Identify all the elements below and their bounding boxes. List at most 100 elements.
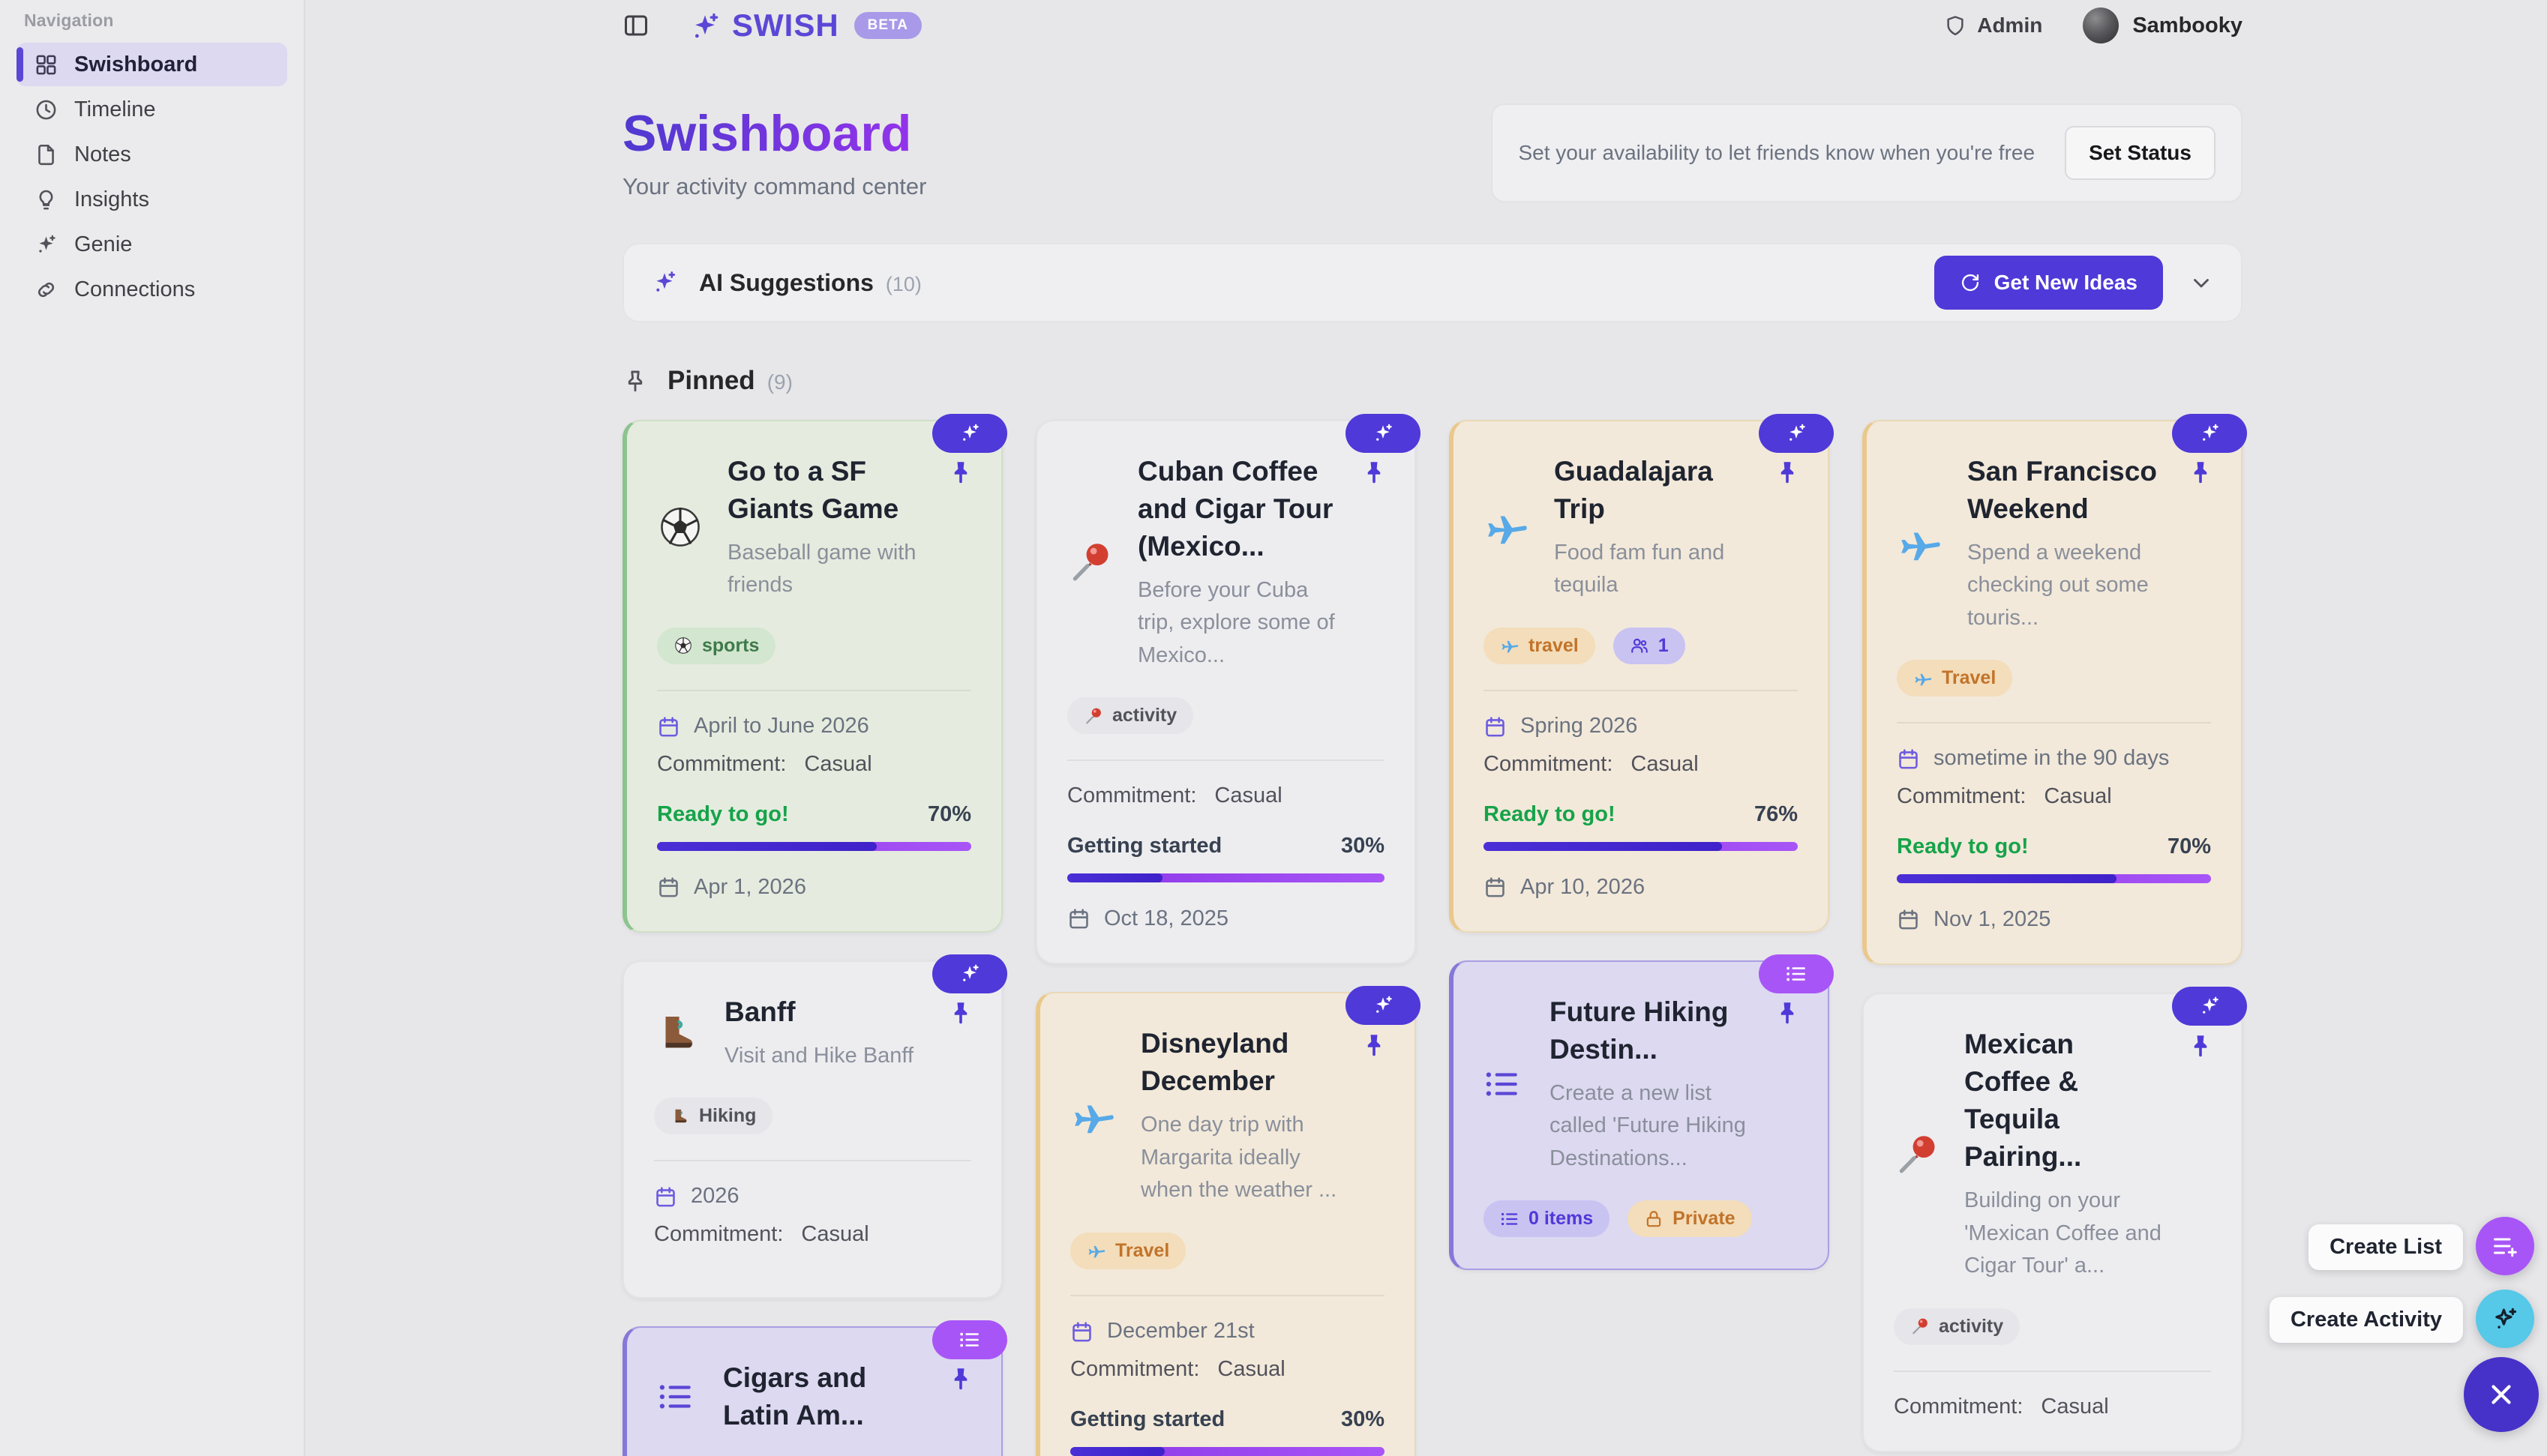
card-pin-button[interactable]: [1360, 1026, 1388, 1058]
sidebar-item-timeline[interactable]: Timeline: [16, 88, 287, 131]
commitment-row: Commitment: Casual: [1894, 1394, 2109, 1419]
fab-close-button[interactable]: [2464, 1357, 2539, 1432]
list-card[interactable]: Future Hiking Destin... Create a new list…: [1449, 954, 1834, 1271]
pushpin-icon: [1072, 544, 1108, 581]
activity-card[interactable]: Disneyland December One day trip with Mar…: [1036, 986, 1420, 1456]
list-icon: [1501, 1212, 1518, 1225]
due-date-text: Apr 10, 2026: [1520, 874, 1646, 899]
card-pin-button[interactable]: [1360, 454, 1388, 486]
sparkles-icon: [688, 7, 722, 44]
card-divider: [657, 689, 971, 691]
airplane-emoji: [1897, 520, 1946, 567]
card-pin-button[interactable]: [1774, 454, 1801, 486]
progress-bar: [1067, 873, 1384, 883]
airplane-emoji: [1070, 1093, 1120, 1140]
topbar: SWISH BETA Admin Sambooky: [305, 0, 2547, 51]
list-icon: [960, 1332, 979, 1347]
tag-row: activity: [1894, 1308, 2211, 1345]
card-title: Go to a SF Giants Game: [728, 456, 899, 524]
tag-travel: Travel: [1897, 660, 2013, 697]
progress-percent: 76%: [1754, 801, 1798, 826]
availability-text: Set your availability to let friends kno…: [1518, 141, 2036, 164]
grid-icon: [36, 55, 56, 74]
date-range-row: December 21st: [1070, 1319, 1384, 1344]
card-pin-button[interactable]: [1774, 995, 1801, 1026]
main-content: Swishboard Your activity command center …: [305, 51, 2547, 1456]
pin-icon: [954, 1368, 968, 1390]
commitment-value: Casual: [2041, 1394, 2109, 1419]
date-range-row: Spring 2026: [1484, 714, 1798, 738]
sidebar-toggle-button[interactable]: [622, 12, 650, 39]
sidebar-item-connections[interactable]: Connections: [16, 268, 287, 311]
date-range-text: April to June 2026: [694, 713, 869, 738]
sidebar-nav: Swishboard Timeline Notes Insights Genie Conn…: [16, 43, 287, 311]
tag-activity: activity: [1067, 697, 1194, 735]
activity-card[interactable]: San Francisco Weekend Spend a weekend che…: [1862, 414, 2247, 966]
sidebar-item-notes[interactable]: Notes: [16, 133, 287, 176]
create-activity-button[interactable]: [2476, 1290, 2534, 1348]
set-status-button[interactable]: Set Status: [2065, 126, 2216, 180]
ai-suggested-badge: [1759, 414, 1834, 453]
progress-status: Getting started: [1070, 1407, 1226, 1431]
ai-suggested-badge: [2172, 414, 2247, 453]
create-list-button[interactable]: [2476, 1217, 2534, 1275]
commitment-value: Casual: [1214, 783, 1282, 808]
sidebar-item-swishboard[interactable]: Swishboard: [16, 43, 287, 86]
pin-icon: [954, 462, 968, 484]
get-new-ideas-button[interactable]: Get New Ideas: [1934, 256, 2163, 310]
card-title: San Francisco Weekend: [1967, 456, 2157, 524]
ai-suggested-badge: [1346, 414, 1420, 453]
card-pin-button[interactable]: [2187, 1027, 2214, 1059]
progress-bar: [1897, 874, 2211, 884]
card-title: Cuban Coffee and Cigar Tour (Mexico...: [1138, 456, 1334, 562]
tag-sports: sports: [657, 627, 776, 664]
activity-card[interactable]: Go to a SF Giants Game Baseball game with…: [622, 414, 1007, 933]
activity-card[interactable]: Banff Visit and Hike Banff Hiking 2026 Commi…: [622, 954, 1007, 1299]
card-divider: [1067, 759, 1384, 762]
user-menu[interactable]: Sambooky: [2083, 7, 2242, 43]
sidebar-section-label: Navigation: [24, 10, 114, 30]
card-header: San Francisco Weekend Spend a weekend che…: [1897, 453, 2211, 634]
card-header: Guadalajara Trip Food fam fun and tequila: [1484, 453, 1798, 602]
pushpin-emoji: [1067, 539, 1117, 586]
bulb-icon: [39, 190, 53, 209]
commitment-value: Casual: [1630, 751, 1699, 776]
card-pin-button[interactable]: [947, 1361, 974, 1392]
soccer-icon: [661, 508, 700, 547]
ai-expand-button[interactable]: [2188, 270, 2214, 295]
calendar-icon: [1070, 909, 1088, 929]
sparkles-icon: [963, 424, 979, 441]
airplane-icon: [1075, 1105, 1114, 1133]
activity-card[interactable]: Mexican Coffee & Tequila Pairing... Build…: [1862, 987, 2247, 1452]
pushpin-icon: [1912, 1318, 1928, 1335]
card-pin-button[interactable]: [947, 454, 974, 486]
card-description: Food fam fun and tequila: [1554, 540, 1725, 598]
soccer-emoji: [657, 504, 706, 550]
sidebar-item-insights[interactable]: Insights: [16, 178, 287, 221]
tag-row: travel 1: [1484, 627, 1798, 664]
card-title: Disneyland December: [1141, 1028, 1289, 1097]
list-icon-large: [657, 1378, 702, 1416]
airplane-icon: [1915, 673, 1932, 686]
card-header: Future Hiking Destin... Create a new list…: [1484, 993, 1798, 1175]
card-header: Mexican Coffee & Tequila Pairing... Build…: [1894, 1026, 2211, 1282]
activity-card[interactable]: Cuban Coffee and Cigar Tour (Mexico... Be…: [1036, 414, 1420, 965]
calendar-icon: [659, 717, 678, 737]
sidebar-item-genie[interactable]: Genie: [16, 223, 287, 266]
card-header: Banff Visit and Hike Banff: [654, 993, 971, 1072]
card-divider: [1484, 689, 1798, 691]
card-pin-button[interactable]: [947, 995, 974, 1026]
card-pin-button[interactable]: [2187, 454, 2214, 486]
create-activity-label[interactable]: Create Activity: [2269, 1297, 2463, 1343]
create-list-label[interactable]: Create List: [2308, 1224, 2463, 1270]
board-column: Cuban Coffee and Cigar Tour (Mexico... Be…: [1036, 414, 1420, 1456]
date-range-row: 2026: [654, 1184, 971, 1209]
boot-emoji: [654, 1010, 704, 1056]
list-icon: [659, 1385, 691, 1409]
sparkles-icon: [656, 271, 676, 292]
list-type-badge: [1759, 954, 1834, 993]
boot-icon: [665, 1016, 693, 1047]
role-label: Admin: [1977, 13, 2043, 37]
activity-card[interactable]: Guadalajara Trip Food fam fun and tequila…: [1449, 414, 1834, 933]
